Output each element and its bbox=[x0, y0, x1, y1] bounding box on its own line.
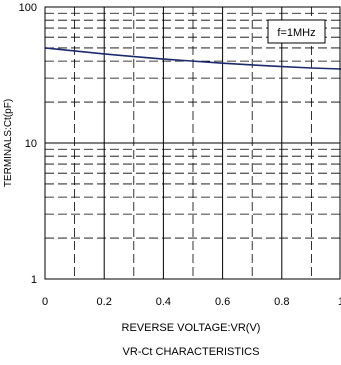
y-axis-label: TERMINALS:Ct(pF) bbox=[3, 99, 14, 187]
x-tick-label: 0 bbox=[42, 296, 48, 308]
x-tick-label: 0.6 bbox=[215, 296, 230, 308]
grid bbox=[45, 7, 340, 279]
x-tick-label: 0.2 bbox=[97, 296, 112, 308]
y-tick-labels: 1 10 100 bbox=[19, 2, 37, 286]
plot-frame bbox=[44, 6, 341, 280]
chart-title: VR-Ct CHARACTERISTICS bbox=[123, 346, 260, 358]
y-tick-label: 100 bbox=[19, 2, 37, 14]
x-tick-label: 0.4 bbox=[156, 296, 171, 308]
x-tick-label: 1 bbox=[338, 296, 341, 308]
series-layer bbox=[44, 47, 341, 70]
x-tick-label: 0.8 bbox=[274, 296, 289, 308]
y-tick-label: 10 bbox=[25, 138, 37, 150]
y-tick-label: 1 bbox=[31, 274, 37, 286]
annotation-box: f=1MHz bbox=[267, 19, 326, 44]
series-line-0 bbox=[44, 47, 341, 70]
x-axis-label: REVERSE VOLTAGE:VR(V) bbox=[122, 322, 261, 334]
x-tick-labels: 0 0.2 0.4 0.6 0.8 1 bbox=[42, 296, 341, 308]
annotation-label: f=1MHz bbox=[277, 27, 315, 39]
